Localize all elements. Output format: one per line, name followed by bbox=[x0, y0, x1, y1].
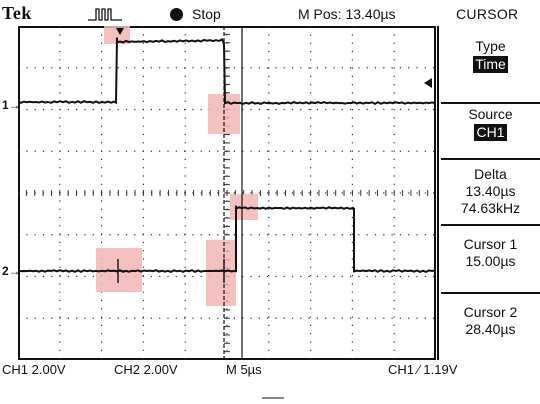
menu-source-label: Source bbox=[441, 106, 540, 123]
menu-cursor-1-value: 15.00µs bbox=[441, 253, 540, 270]
graticule bbox=[18, 26, 436, 360]
menu-cursor-1-label: Cursor 1 bbox=[441, 236, 540, 253]
top-status-bar: Tek Stop M Pos: 13.40µs CURSOR bbox=[0, 0, 540, 28]
ch2-scale: CH2 2.00V bbox=[114, 362, 178, 377]
menu-cursor-2-label: Cursor 2 bbox=[441, 304, 540, 321]
run-state-indicator bbox=[170, 8, 183, 21]
cursor-highlight-box bbox=[206, 240, 236, 306]
menu-delta-frequency: 74.63kHz bbox=[441, 200, 540, 217]
bottom-status-bar: CH1 2.00V CH2 2.00V M 5µs CH1 ∕ 1.19V bbox=[0, 360, 540, 380]
brand-logo: Tek bbox=[2, 3, 32, 24]
menu-type-label: Type bbox=[441, 38, 540, 55]
position-readout: M Pos: 13.40µs bbox=[298, 6, 396, 22]
trigger-level-arrow-icon bbox=[424, 78, 432, 88]
ch1-ground-marker: 1→ bbox=[2, 98, 21, 112]
menu-type-value: Time bbox=[473, 56, 508, 73]
menu-delta-label: Delta bbox=[441, 166, 540, 183]
menu-cursor-2-value: 28.40µs bbox=[441, 321, 540, 338]
menu-title: CURSOR bbox=[456, 6, 518, 22]
trigger-edge-icon bbox=[88, 6, 122, 22]
ch1-trace bbox=[18, 38, 435, 104]
footer-mark bbox=[262, 397, 284, 399]
menu-delta-time: 13.40µs bbox=[441, 183, 540, 200]
run-state-label: Stop bbox=[192, 6, 221, 22]
menu-delta: Delta 13.40µs 74.63kHz bbox=[441, 160, 540, 226]
timebase: M 5µs bbox=[226, 362, 262, 377]
ch2-ground-marker: 2→ bbox=[2, 264, 21, 278]
waveform-display bbox=[18, 26, 436, 360]
menu-cursor-1[interactable]: Cursor 1 15.00µs bbox=[441, 226, 540, 294]
trigger-readout: CH1 ∕ 1.19V bbox=[388, 362, 457, 377]
menu-source-value: CH1 bbox=[474, 124, 506, 141]
cursor-menu: Type Time Source CH1 Delta 13.40µs 74.63… bbox=[437, 26, 540, 360]
menu-cursor-2[interactable]: Cursor 2 28.40µs bbox=[441, 294, 540, 360]
ch1-scale: CH1 2.00V bbox=[2, 362, 66, 377]
menu-source[interactable]: Source CH1 bbox=[441, 92, 540, 160]
